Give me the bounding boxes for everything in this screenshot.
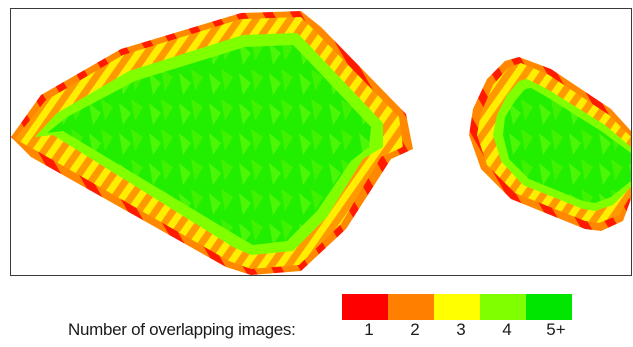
legend-tick-label: 3: [456, 320, 466, 339]
overlap-map-canvas: [11, 11, 631, 275]
legend-tick-label: 1: [364, 320, 374, 339]
legend-swatch-1: [342, 294, 388, 320]
legend-swatch-5: [526, 294, 572, 320]
legend-swatch-4: [480, 294, 526, 320]
legend-title: Number of overlapping images:: [68, 320, 296, 339]
overlap-region-right: [469, 57, 631, 231]
legend-tick-label: 5+: [546, 320, 566, 339]
overlap-region-left: [11, 11, 413, 275]
legend-swatch-2: [388, 294, 434, 320]
legend-tick-label: 2: [410, 320, 420, 339]
legend-tick-label: 4: [502, 320, 512, 339]
legend-swatch-3: [434, 294, 480, 320]
overlap-map: [10, 8, 632, 276]
